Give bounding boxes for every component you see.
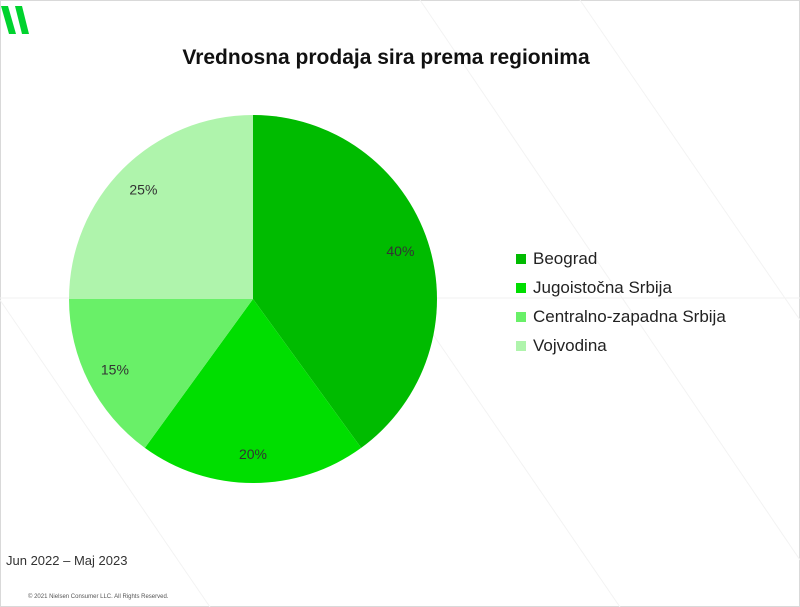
legend-swatch bbox=[516, 340, 526, 351]
pie-data-label: 25% bbox=[129, 181, 157, 197]
legend-label: Centralno-zapadna Srbija bbox=[533, 306, 726, 326]
chart-title: Vrednosna prodaja sira prema regionima bbox=[182, 46, 590, 69]
legend-swatch bbox=[516, 253, 526, 264]
legend-item: Centralno-zapadna Srbija bbox=[516, 302, 726, 331]
legend-item: Vojvodina bbox=[516, 331, 726, 360]
legend-swatch bbox=[516, 282, 526, 293]
legend-item: Beograd bbox=[516, 244, 726, 273]
legend-label: Beograd bbox=[533, 248, 598, 268]
legend-label: Jugoistočna Srbija bbox=[533, 277, 672, 297]
legend-label: Vojvodina bbox=[533, 335, 607, 355]
legend-item: Jugoistočna Srbija bbox=[516, 273, 726, 302]
chart-legend: Beograd Jugoistočna Srbija Centralno-zapad… bbox=[516, 244, 726, 360]
pie-slice-jugoisto-na-srbija bbox=[144, 299, 362, 484]
legend-swatch bbox=[516, 311, 526, 322]
pie-data-label: 20% bbox=[239, 446, 267, 462]
pie-data-label: 15% bbox=[101, 361, 129, 377]
period-label: Jun 2022 – Maj 2023 bbox=[6, 553, 128, 568]
brand-logo bbox=[1, 6, 29, 34]
pie-slice-vojvodina bbox=[69, 115, 253, 299]
pie-slice-beograd bbox=[253, 115, 437, 448]
copyright-notice: © 2021 Nielsen Consumer LLC. All Rights … bbox=[28, 594, 169, 600]
pie-slice-centralno-zapadna-srbija bbox=[69, 299, 253, 448]
pie-data-label: 40% bbox=[386, 243, 414, 259]
